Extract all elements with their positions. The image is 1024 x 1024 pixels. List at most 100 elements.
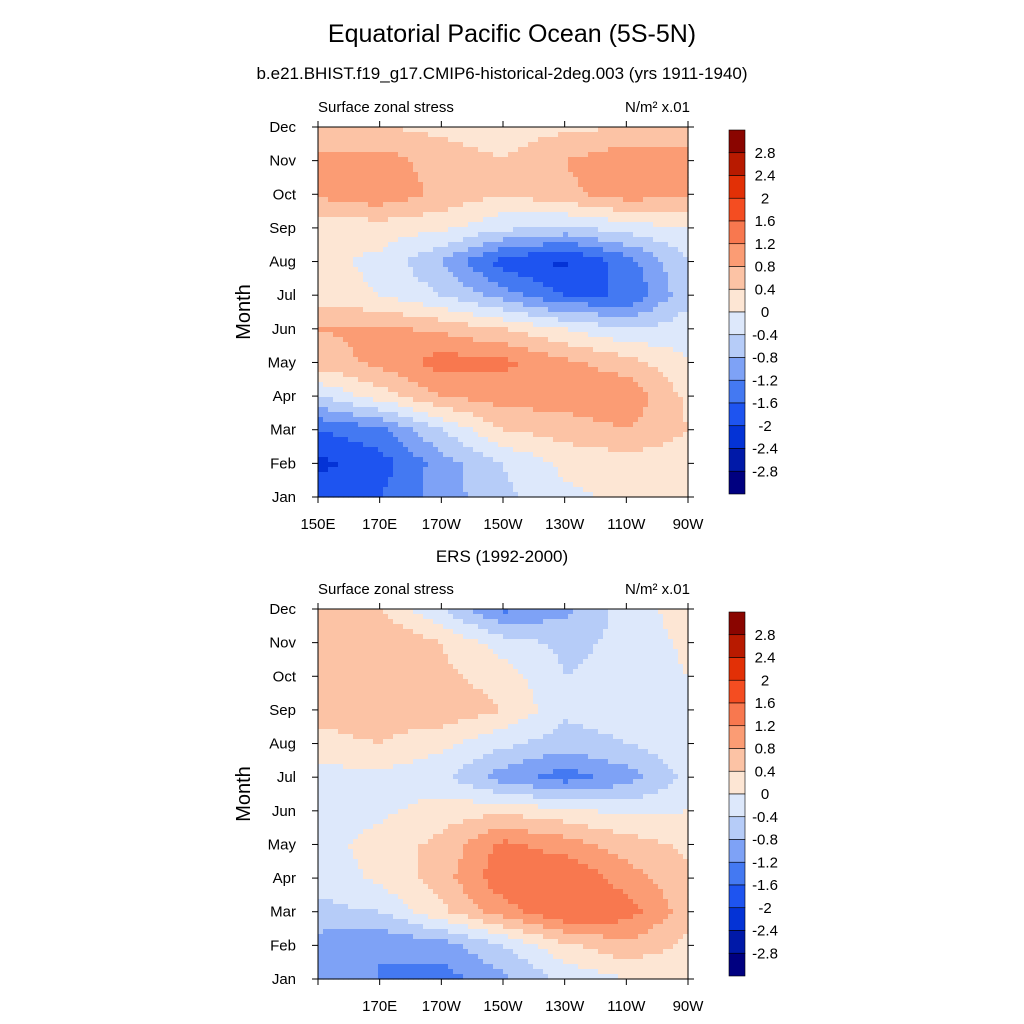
contour-cell [663, 392, 669, 398]
contour-cell [548, 302, 554, 308]
contour-cell [633, 257, 639, 263]
contour-cell [533, 367, 539, 373]
contour-cell [478, 242, 484, 248]
contour-cell [518, 427, 524, 433]
contour-cell [403, 397, 409, 403]
contour-cell [473, 317, 479, 323]
contour-cell [488, 197, 494, 203]
contour-cell [618, 242, 624, 248]
contour-cell [488, 252, 494, 258]
contour-cell [623, 162, 629, 168]
contour-cell [483, 282, 489, 288]
contour-cell [593, 372, 599, 378]
contour-cell [483, 332, 489, 338]
contour-cell [323, 452, 329, 458]
contour-cell [458, 277, 464, 283]
contour-cell [343, 267, 349, 273]
contour-cell [518, 237, 524, 243]
contour-cell [338, 152, 344, 158]
contour-cell [328, 157, 334, 163]
contour-cell [473, 282, 479, 288]
contour-cell [413, 282, 419, 288]
contour-cell [568, 247, 574, 253]
contour-cell [408, 347, 414, 353]
contour-cell [428, 162, 434, 168]
contour-cell [448, 277, 454, 283]
contour-cell [328, 287, 334, 293]
contour-cell [483, 442, 489, 448]
contour-cell [683, 407, 689, 413]
contour-cell [408, 342, 414, 348]
contour-cell [478, 452, 484, 458]
contour-cell [628, 372, 634, 378]
contour-cell [458, 267, 464, 273]
contour-cell [543, 142, 549, 148]
contour-cell [328, 302, 334, 308]
contour-cell [373, 387, 379, 393]
contour-cell [393, 167, 399, 173]
contour-cell [473, 137, 479, 143]
contour-cell [403, 457, 409, 463]
contour-cell [648, 302, 654, 308]
contour-cell [478, 337, 484, 343]
contour-cell [593, 282, 599, 288]
contour-cell [663, 417, 669, 423]
contour-cell [578, 182, 584, 188]
contour-cell [343, 332, 349, 338]
contour-cell [623, 242, 629, 248]
contour-cell [388, 142, 394, 148]
contour-cell [428, 327, 434, 333]
contour-cell [448, 267, 454, 273]
contour-cell [598, 417, 604, 423]
contour-cell [373, 292, 379, 298]
contour-cell [568, 447, 574, 453]
contour-cell [563, 367, 569, 373]
contour-cell [318, 162, 324, 168]
contour-cell [323, 167, 329, 173]
contour-cell [383, 162, 389, 168]
contour-cell [623, 282, 629, 288]
contour-cell [448, 237, 454, 243]
contour-cell [533, 152, 539, 158]
contour-cell [458, 232, 464, 238]
contour-cell [588, 442, 594, 448]
contour-cell [638, 377, 644, 383]
contour-cell [363, 167, 369, 173]
contour-cell [388, 382, 394, 388]
contour-cell [643, 142, 649, 148]
contour-cell [568, 332, 574, 338]
contour-cell [408, 337, 414, 343]
contour-cell [388, 392, 394, 398]
contour-cell [593, 397, 599, 403]
contour-cell [593, 332, 599, 338]
contour-cell [603, 157, 609, 163]
contour-cell [603, 142, 609, 148]
contour-cell [543, 292, 549, 298]
contour-cell [583, 317, 589, 323]
contour-cell [528, 437, 534, 443]
contour-cell [648, 242, 654, 248]
contour-cell [483, 162, 489, 168]
contour-cell [573, 362, 579, 368]
contour-cell [388, 277, 394, 283]
contour-cell [578, 392, 584, 398]
contour-cell [503, 437, 509, 443]
contour-cell [383, 132, 389, 138]
contour-cell [458, 262, 464, 268]
contour-cell [603, 137, 609, 143]
contour-cell [403, 257, 409, 263]
contour-cell [663, 362, 669, 368]
contour-cell [548, 457, 554, 463]
contour-cell [403, 237, 409, 243]
contour-cell [623, 157, 629, 163]
contour-cell [573, 287, 579, 293]
contour-cell [343, 452, 349, 458]
contour-cell [403, 332, 409, 338]
contour-cell [418, 257, 424, 263]
contour-cell [633, 212, 639, 218]
contour-cell [418, 162, 424, 168]
contour-cell [368, 327, 374, 333]
contour-cell [398, 367, 404, 373]
contour-cell [563, 422, 569, 428]
contour-cell [613, 277, 619, 283]
